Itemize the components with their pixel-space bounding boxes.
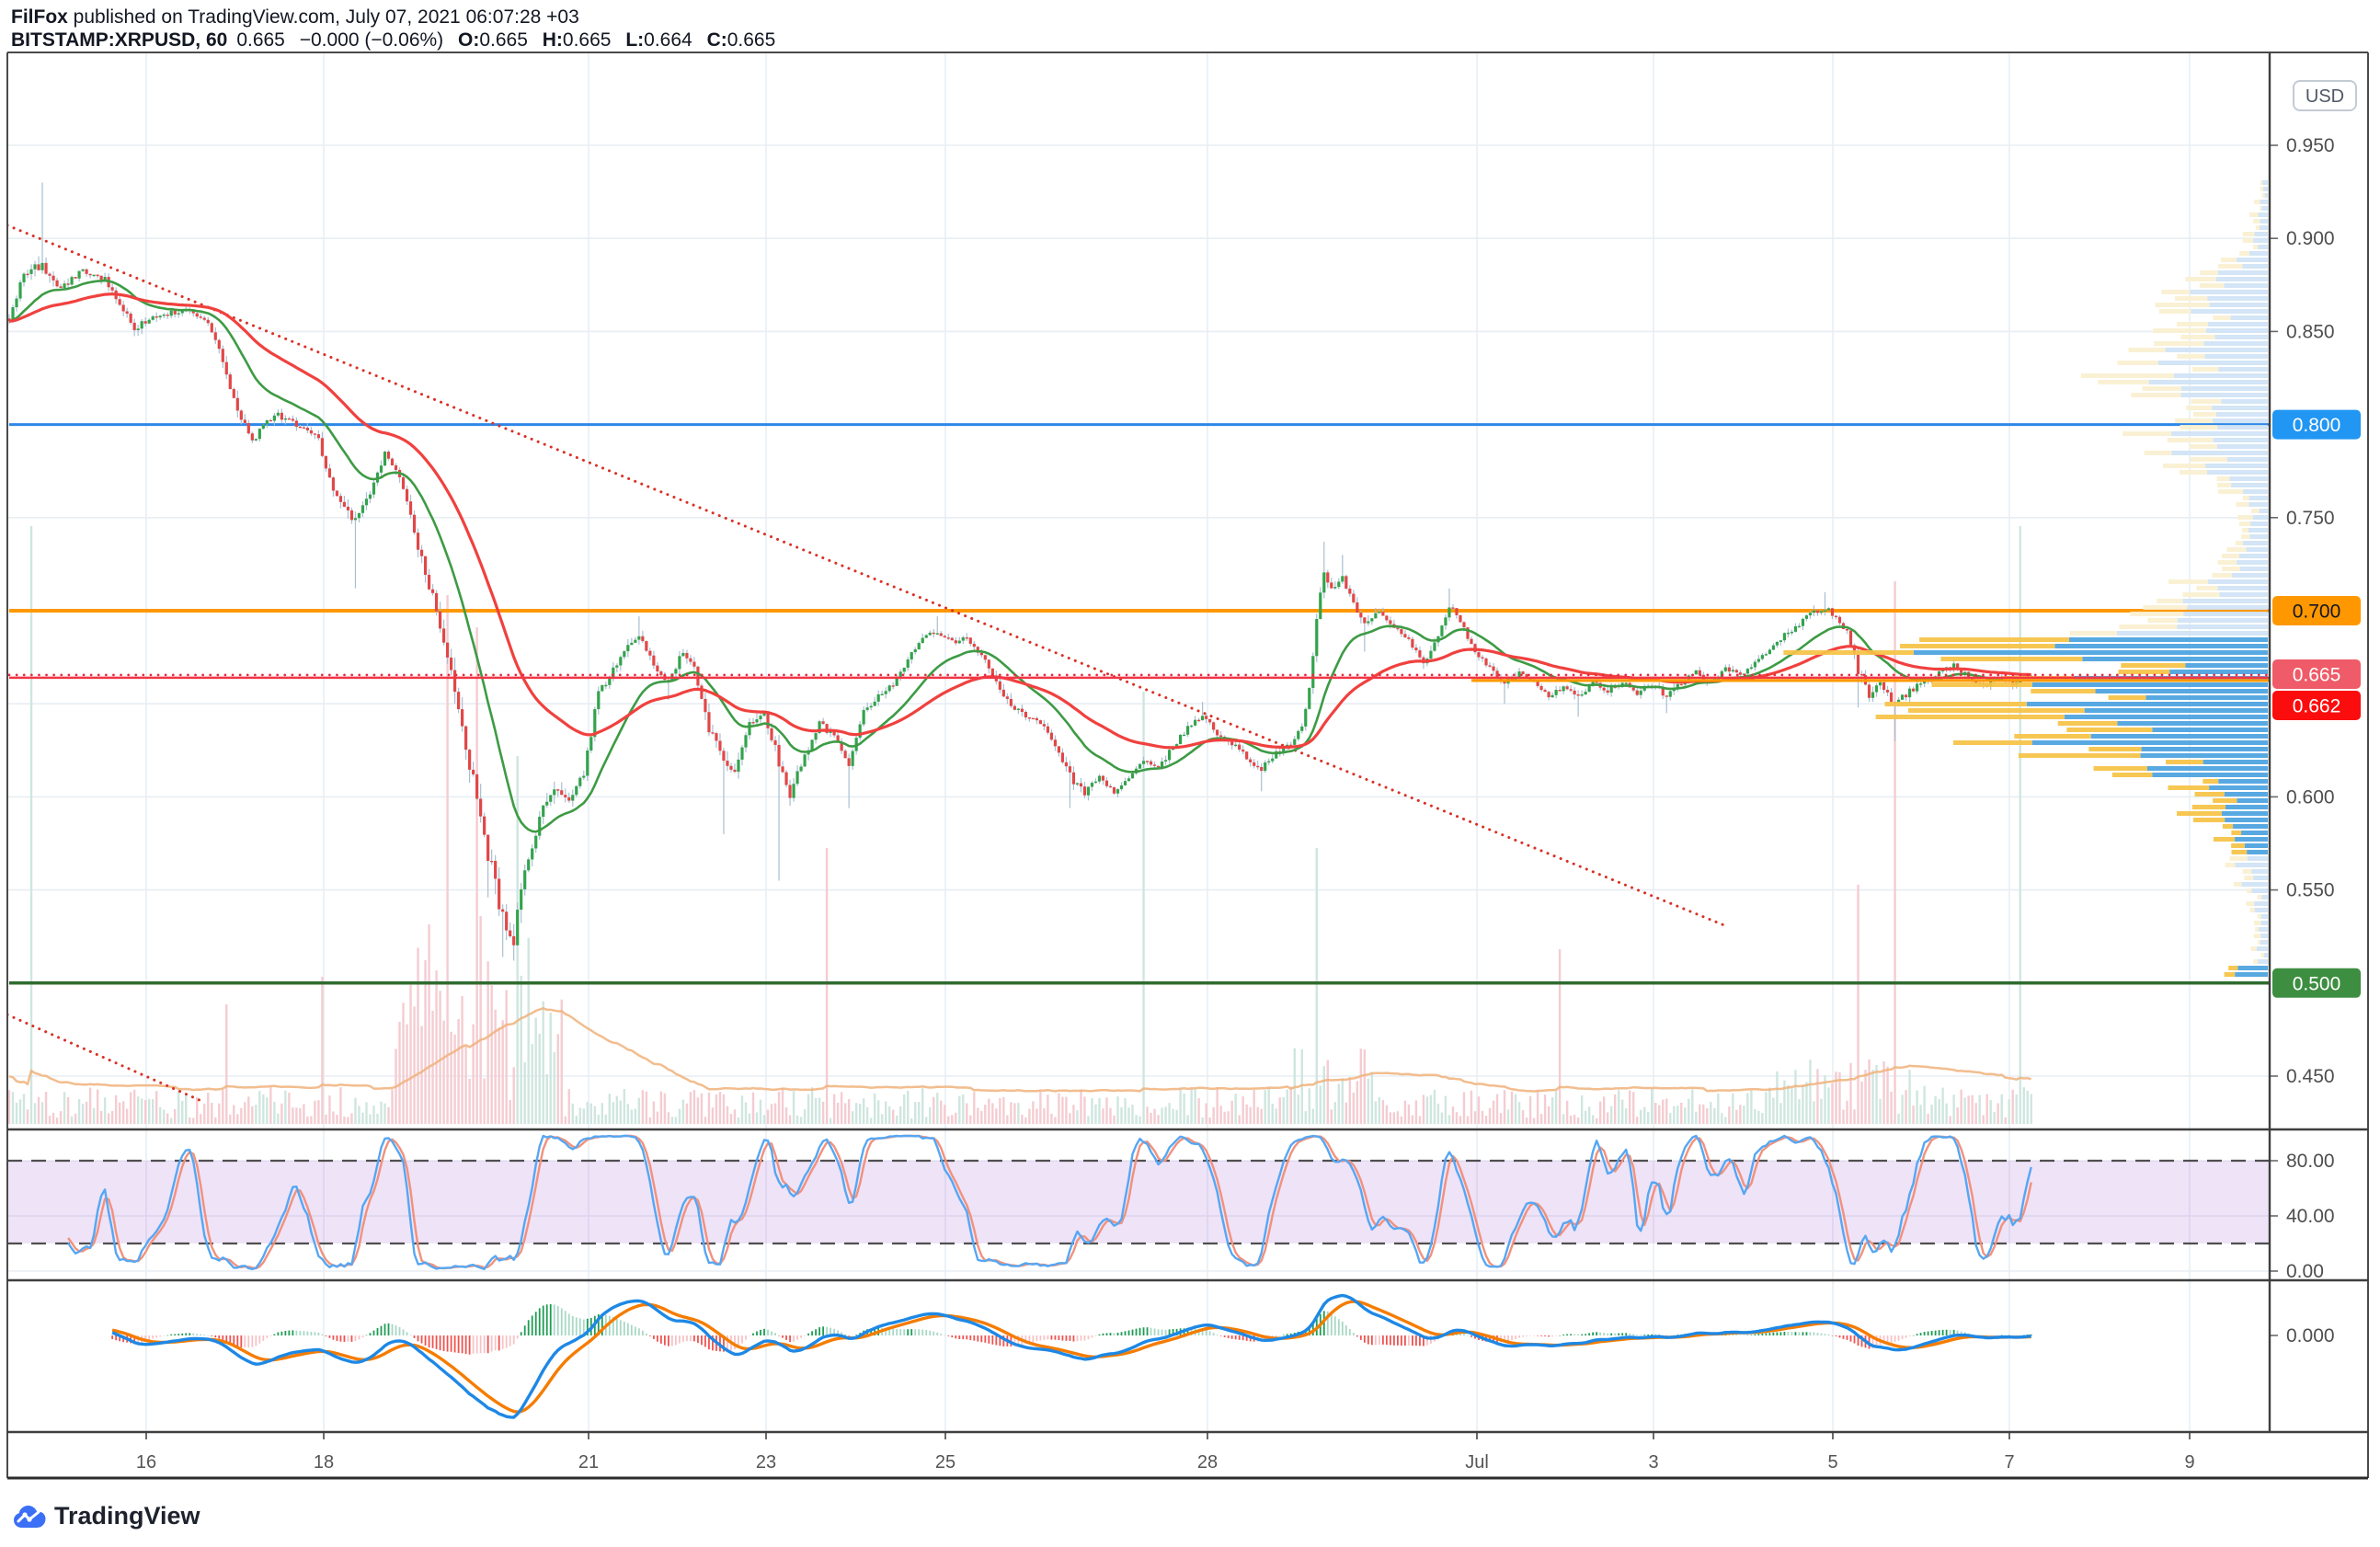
volume-ma-line [8, 1006, 2031, 1093]
publish-info: published on TradingView.com, July 07, 2… [67, 6, 579, 28]
time-axis-label: 23 [756, 1452, 776, 1473]
close-label: C: [706, 29, 727, 51]
price-badge: 0.500 [2272, 968, 2361, 998]
currency-button[interactable]: USD [2293, 80, 2357, 111]
volume-profile [1783, 180, 2268, 977]
price-axis-label: 0.550 [2286, 880, 2335, 901]
price-badge-label: 0.500 [2293, 973, 2341, 994]
price-badge-label: 0.800 [2293, 415, 2341, 436]
time-axis[interactable]: 16 18 21 23 25 28 Jul 3 5 7 9 [136, 1432, 2195, 1473]
macd-pane[interactable] [111, 1293, 2032, 1419]
price-axis-label: 0.450 [2286, 1066, 2335, 1087]
price-badge: 0.700 [2272, 596, 2361, 625]
stochastic-pane[interactable] [7, 1134, 2270, 1270]
time-axis-label: 28 [1197, 1452, 1218, 1473]
price-badge: 0.662 [2272, 691, 2361, 720]
time-axis-label: 21 [578, 1452, 599, 1473]
price-badge-label: 0.665 [2293, 665, 2341, 686]
low-label: L: [625, 29, 645, 51]
stoch-axis-label: 80.00 [2286, 1151, 2335, 1172]
chart-frame [6, 52, 2369, 1480]
low-value: 0.664 [644, 29, 692, 51]
price-change: −0.000 (−0.06%) [299, 29, 444, 51]
high-value: 0.665 [562, 29, 612, 51]
current-price-lines[interactable] [7, 673, 2271, 682]
stoch-axis-label: 40.00 [2286, 1206, 2335, 1227]
candlestick-series[interactable] [7, 182, 2033, 961]
time-axis-label: 16 [136, 1452, 156, 1473]
price-badge: 0.800 [2272, 409, 2361, 440]
open-value: 0.665 [479, 29, 528, 51]
trendlines[interactable] [7, 223, 1731, 1104]
price-badge-label: 0.700 [2293, 602, 2341, 623]
currency-label: USD [2306, 86, 2344, 107]
price-axis-label: 0.750 [2286, 508, 2335, 529]
stoch-axis-label: 0.00 [2286, 1261, 2324, 1282]
price-level-lines[interactable] [9, 423, 2270, 985]
time-axis-label: 5 [1827, 1452, 1837, 1473]
time-axis-label: Jul [1465, 1452, 1489, 1473]
price-axis-label: 0.950 [2286, 135, 2335, 156]
stoch-k-line [67, 1134, 2032, 1270]
macd-line [111, 1293, 2031, 1419]
time-axis-label: 25 [935, 1452, 955, 1473]
high-label: H: [542, 29, 563, 51]
volume-bars [8, 526, 2032, 1124]
price-axis-label: 0.900 [2286, 228, 2335, 249]
symbol-interval[interactable]: BITSTAMP:XRPUSD, 60 [11, 29, 228, 51]
symbol-line: BITSTAMP:XRPUSD, 60 0.665 −0.000 (−0.06%)… [11, 29, 775, 52]
tradingview-logo[interactable]: TradingView [13, 1502, 200, 1530]
author-name: FilFox [11, 6, 68, 28]
time-axis-label: 7 [2004, 1452, 2014, 1473]
time-axis-label: 9 [2184, 1452, 2194, 1473]
time-axis-label: 3 [1648, 1452, 1658, 1473]
price-badge-label: 0.662 [2293, 696, 2341, 717]
publish-line: FilFox published on TradingView.com, Jul… [11, 6, 579, 29]
tradingview-logo-text: TradingView [54, 1502, 200, 1530]
close-value: 0.665 [727, 29, 776, 51]
price-badge: 0.665 [2272, 659, 2361, 689]
macd-axis-label: 0.000 [2286, 1325, 2335, 1346]
open-label: O: [458, 29, 480, 51]
last-price: 0.665 [236, 29, 285, 51]
price-axis[interactable]: 0.950 0.900 0.850 0.750 0.600 0.550 0.450 80.00… [2270, 52, 2368, 1478]
time-axis-label: 18 [314, 1452, 334, 1473]
tradingview-cloud-icon [14, 1505, 46, 1528]
price-axis-label: 0.850 [2286, 321, 2335, 342]
price-axis-label: 0.600 [2286, 786, 2335, 808]
ema-fast-line [8, 279, 2031, 833]
